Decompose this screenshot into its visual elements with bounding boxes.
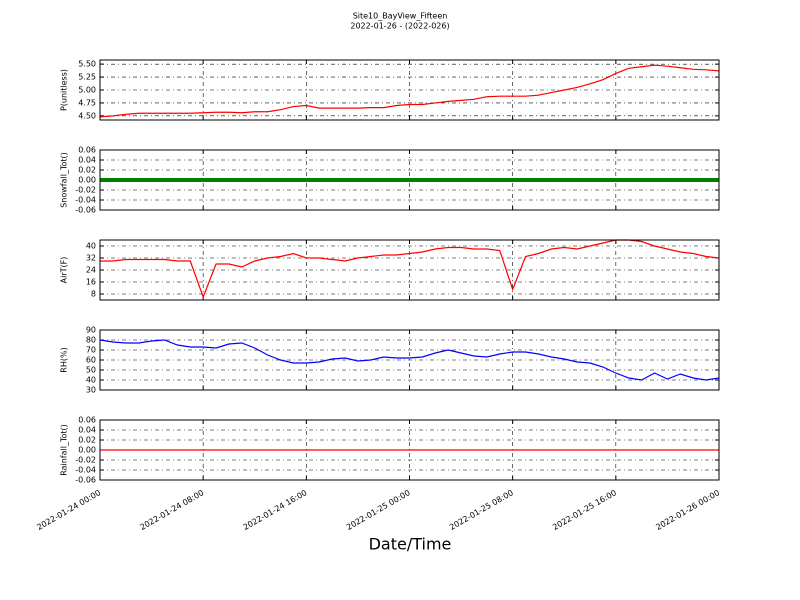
y-axis-label: RH(%) (60, 347, 69, 372)
chart-subtitle: 2022-01-26 - (2022-026) (350, 22, 449, 31)
y-axis-label: AirT(F) (60, 257, 69, 284)
plot-frame (99, 59, 720, 121)
plot-frame (99, 239, 720, 301)
y-axis-label: Snowfall_Tot() (60, 152, 69, 208)
y-tick-label: 0.06 (78, 146, 96, 155)
y-tick-label: -0.02 (75, 186, 96, 195)
y-tick-label: 5.25 (78, 73, 96, 82)
plot-frame (99, 149, 720, 211)
y-tick-label: 0.02 (78, 166, 96, 175)
y-tick-label: 60 (86, 356, 96, 365)
y-tick-label: 40 (86, 376, 96, 385)
plot-frame (99, 329, 720, 391)
y-tick-label: 16 (86, 278, 96, 287)
y-tick-label: 32 (86, 254, 96, 263)
y-tick-label: 30 (86, 386, 96, 395)
y-tick-label: 5.50 (78, 60, 96, 69)
y-tick-label: 0.04 (78, 156, 96, 165)
y-tick-label: 50 (86, 366, 96, 375)
x-axis-label: Date/Time (369, 535, 452, 554)
y-tick-label: 8 (91, 290, 96, 299)
y-tick-label: 0.00 (78, 176, 96, 185)
y-tick-label: 5.00 (78, 86, 96, 95)
y-tick-label: 4.75 (78, 98, 96, 107)
y-tick-label: 90 (86, 326, 96, 335)
y-tick-label: 0.04 (78, 426, 96, 435)
y-axis-label: P(unitless) (60, 69, 69, 111)
y-tick-label: 0.06 (78, 416, 96, 425)
plot-frame (99, 419, 720, 481)
y-tick-label: 0.02 (78, 436, 96, 445)
y-axis-label: Rainfall_Tot() (60, 424, 69, 476)
y-tick-label: -0.04 (75, 196, 96, 205)
data-line (99, 64, 720, 118)
y-tick-label: 24 (86, 266, 96, 275)
chart-title: Site10_BayView_Fifteen (353, 12, 448, 21)
y-tick-label: -0.02 (75, 456, 96, 465)
y-tick-label: -0.04 (75, 466, 96, 475)
y-tick-label: 4.50 (78, 111, 96, 120)
y-tick-label: 70 (86, 346, 96, 355)
y-tick-label: -0.06 (75, 476, 96, 485)
y-tick-label: -0.06 (75, 206, 96, 215)
y-tick-label: 40 (86, 242, 96, 251)
y-tick-label: 80 (86, 336, 96, 345)
data-line (99, 339, 720, 381)
y-tick-label: 0.00 (78, 446, 96, 455)
